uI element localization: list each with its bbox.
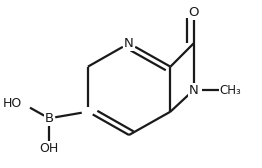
Text: HO: HO [3, 97, 22, 110]
Text: O: O [188, 6, 199, 19]
Text: N: N [124, 37, 134, 50]
Text: OH: OH [39, 142, 59, 155]
Text: CH₃: CH₃ [220, 83, 241, 96]
Text: B: B [45, 112, 54, 125]
Text: N: N [189, 83, 199, 96]
